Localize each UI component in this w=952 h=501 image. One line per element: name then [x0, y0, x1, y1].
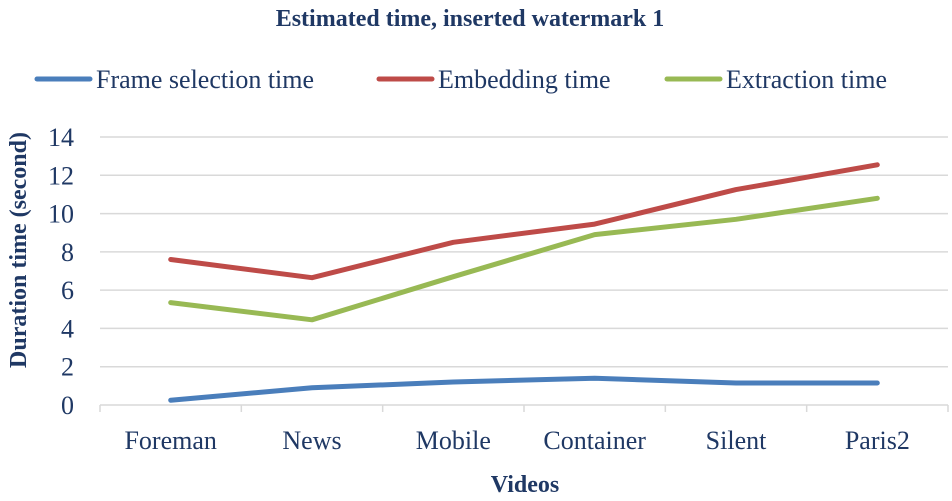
y-tick-label: 10: [48, 200, 74, 229]
legend-item: Extraction time: [664, 65, 887, 94]
x-tick-label: Container: [543, 426, 646, 455]
legend-label: Embedding time: [438, 65, 611, 94]
x-tick-label: Foreman: [124, 426, 216, 455]
x-axis-title: Videos: [491, 472, 559, 498]
series-line-extraction-time: [168, 195, 880, 323]
x-tick-label: Mobile: [416, 426, 491, 455]
y-axis-ticks: 0 2 4 6 8 10 12 14: [48, 123, 74, 420]
legend-label: Extraction time: [726, 65, 887, 94]
y-tick-label: 8: [61, 238, 74, 267]
x-tick-label: Paris2: [845, 426, 910, 455]
y-tick-label: 2: [61, 353, 74, 382]
y-tick-label: 0: [61, 391, 74, 420]
y-axis-title: Duration time (second): [6, 132, 32, 368]
x-tick-label: News: [282, 426, 341, 455]
legend: Frame selection time Embedding time Extrac…: [34, 65, 887, 94]
y-tick-label: 12: [48, 161, 74, 190]
legend-item: Frame selection time: [34, 65, 314, 94]
y-tick-label: 14: [48, 123, 74, 152]
series-line-frame-selection-time: [168, 375, 880, 403]
legend-label: Frame selection time: [96, 65, 314, 94]
x-axis-ticks: Foreman News Mobile Container Silent Paris2: [99, 405, 949, 455]
legend-item: Embedding time: [376, 65, 611, 94]
series-line-embedding-time: [168, 162, 880, 281]
y-tick-label: 6: [61, 276, 74, 305]
x-tick-label: Silent: [706, 426, 767, 455]
y-tick-label: 4: [61, 314, 74, 343]
chart-title: Estimated time, inserted watermark 1: [276, 6, 665, 32]
series-lines: [168, 162, 880, 403]
